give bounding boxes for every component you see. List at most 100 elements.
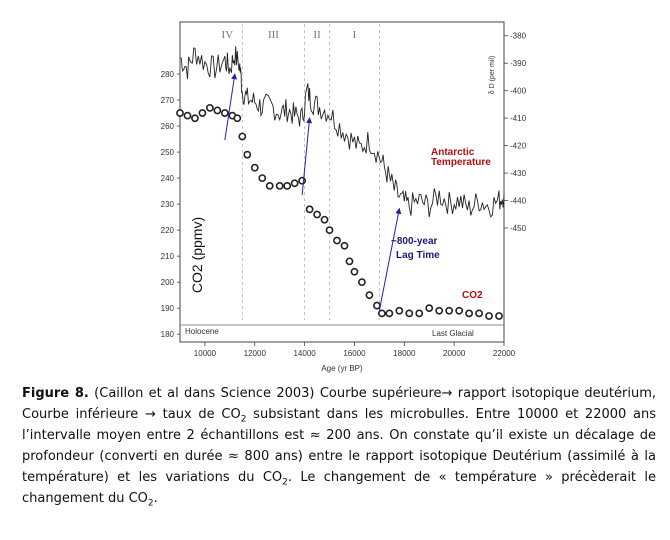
last-glacial-label: Last Glacial xyxy=(432,329,474,338)
period-label: IV xyxy=(222,29,234,41)
x-tick-label: 16000 xyxy=(343,349,366,358)
plot-frame xyxy=(179,21,505,343)
period-dividers xyxy=(241,24,380,320)
x-tick-label: 14000 xyxy=(293,349,316,358)
co2-point xyxy=(325,226,334,235)
right-axis: -380 -390 -400 -410 -420 -430 -440 -450 xyxy=(504,32,527,233)
temperature-line xyxy=(179,46,505,218)
lag-arrow xyxy=(378,207,402,311)
co2-point xyxy=(305,205,314,214)
right-tick-label: -380 xyxy=(510,32,527,41)
co2-point xyxy=(425,304,434,313)
caption-text-1: (Caillon et al dans Science 2003) Courbe… xyxy=(22,386,656,422)
co2-point xyxy=(333,236,341,245)
x-axis-title: Age (yr BP) xyxy=(321,364,363,373)
left-tick-label: 240 xyxy=(161,174,175,183)
co2-point xyxy=(377,309,386,318)
co2-point xyxy=(250,163,259,172)
co2-point xyxy=(350,267,359,276)
antarctic-label-line2: Temperature xyxy=(431,157,491,168)
co2-point xyxy=(445,306,454,315)
co2-point xyxy=(290,179,299,188)
right-tick-label: -410 xyxy=(510,114,527,123)
period-label: III xyxy=(268,29,279,41)
co2-point xyxy=(258,174,267,182)
co2-point xyxy=(198,109,207,117)
caption-text-3: . Le changement de « température » précè… xyxy=(22,470,657,506)
x-tick-label: 18000 xyxy=(393,349,416,358)
left-tick-label: 200 xyxy=(161,278,175,287)
antarctic-label-line1: Antarctic xyxy=(431,147,475,158)
caption-label: Figure 8. xyxy=(22,386,89,401)
caption-text-2: subsistant dans les microbulles. Entre 1… xyxy=(22,407,656,485)
right-tick-label: -400 xyxy=(510,87,527,96)
left-tick-label: 260 xyxy=(161,122,175,131)
right-tick-label: -420 xyxy=(510,142,527,151)
co2-point xyxy=(220,109,229,117)
left-tick-label: 180 xyxy=(161,330,175,339)
left-tick-label: 230 xyxy=(161,200,175,209)
co2-point xyxy=(455,306,464,315)
lag-arrow xyxy=(301,117,313,196)
period-label: II xyxy=(313,29,321,41)
co2-point xyxy=(485,312,493,320)
co2-point xyxy=(340,241,349,250)
co2-point xyxy=(495,312,503,320)
co2-point xyxy=(233,114,242,123)
co2-point xyxy=(372,301,381,310)
co2-point xyxy=(206,103,214,112)
co2-point xyxy=(243,150,252,159)
left-axis: 180 190 200 210 220 230 240 250 260 270 280 xyxy=(161,70,180,339)
co2-point xyxy=(358,278,366,287)
co2-point xyxy=(395,306,404,315)
x-tick-label: 20000 xyxy=(443,349,466,358)
figure-caption: Figure 8. (Caillon et al dans Science 20… xyxy=(22,383,656,509)
co2-point xyxy=(475,309,483,318)
co2-point xyxy=(183,111,192,120)
co2-series-label: CO2 xyxy=(462,290,483,301)
co2-point xyxy=(298,176,307,185)
co2-point xyxy=(176,109,184,117)
co2-point xyxy=(313,210,321,219)
x-tick-label: 10000 xyxy=(194,349,217,358)
co2-point xyxy=(191,114,199,123)
co2-point xyxy=(265,182,274,190)
holocene-label: Holocene xyxy=(185,327,219,336)
caption-sub-1: 2 xyxy=(240,414,247,425)
x-tick-label: 22000 xyxy=(493,349,516,358)
lag-arrows xyxy=(224,73,402,311)
co2-point xyxy=(275,182,284,190)
right-tick-label: -430 xyxy=(510,169,527,178)
co2-point xyxy=(465,309,474,318)
right-tick-label: -440 xyxy=(510,197,527,206)
left-tick-label: 250 xyxy=(161,148,175,157)
caption-sub-3: 2 xyxy=(147,498,154,509)
co2-point xyxy=(320,215,329,224)
x-axis: 10000 12000 14000 16000 18000 20000 22000 xyxy=(194,342,516,358)
left-tick-label: 190 xyxy=(161,304,175,313)
right-tick-label: -450 xyxy=(510,224,527,233)
right-tick-label: -390 xyxy=(510,59,527,68)
left-tick-label: 280 xyxy=(161,70,175,79)
left-axis-title: CO2 (ppmv) xyxy=(189,217,205,293)
co2-point xyxy=(365,291,374,300)
caption-text-4: . xyxy=(153,491,158,506)
co2-point xyxy=(435,306,444,315)
co2-point xyxy=(415,309,424,318)
lag-label-line2: Lag Time xyxy=(396,250,440,261)
period-label: I xyxy=(353,29,357,41)
left-tick-label: 270 xyxy=(161,96,175,105)
co2-point xyxy=(283,182,292,190)
caption-sub-2: 2 xyxy=(282,477,288,488)
co2-series xyxy=(176,103,503,320)
lag-label-line1: ~800-year xyxy=(391,236,438,247)
lag-arrow xyxy=(224,73,238,141)
co2-point xyxy=(345,257,354,266)
co2-point xyxy=(385,309,394,318)
temperature-series xyxy=(179,46,505,218)
x-tick-label: 12000 xyxy=(244,349,267,358)
period-labels: IV III II I xyxy=(222,29,357,41)
co2-point xyxy=(238,132,247,141)
chart: IV III II I 1801902002102202302402502602702… xyxy=(161,21,527,373)
co2-point xyxy=(213,106,222,115)
